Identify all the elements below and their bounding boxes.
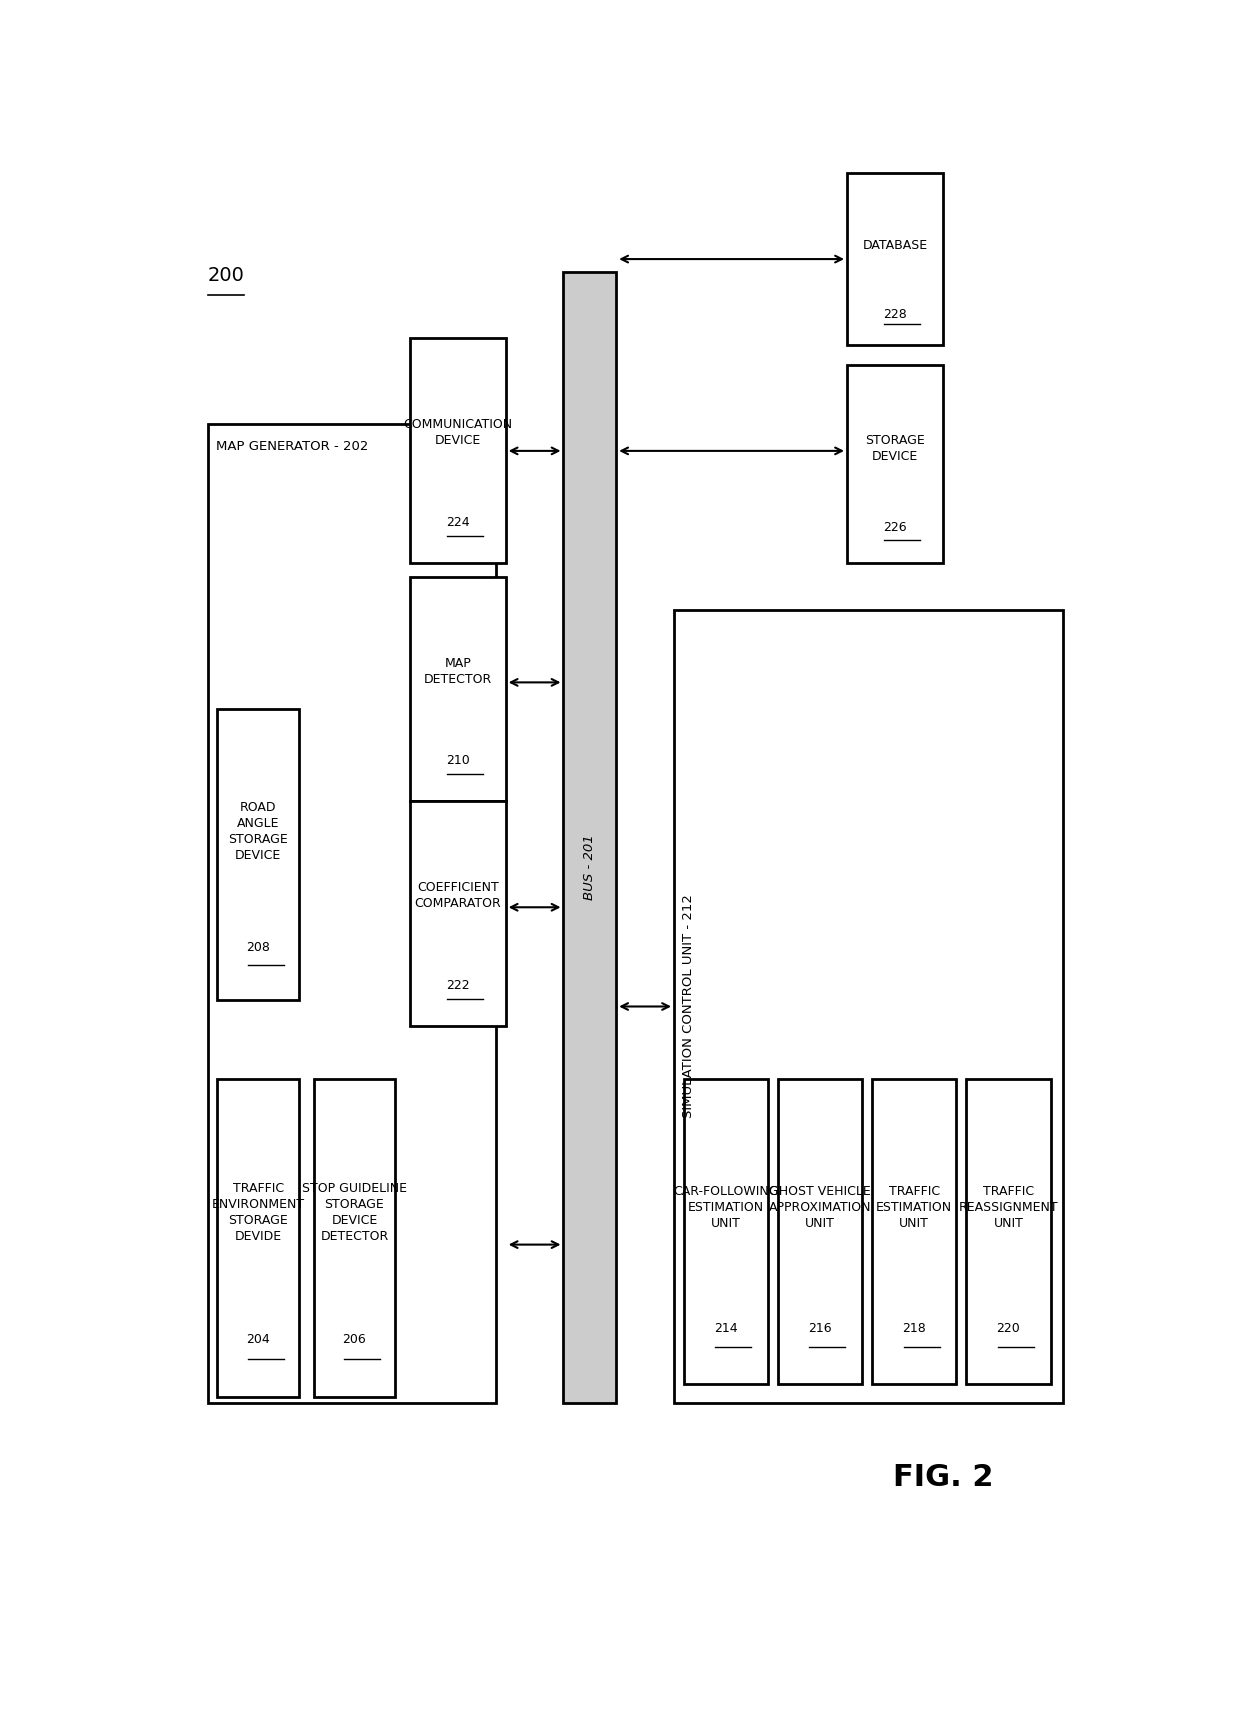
Text: 206: 206 [342, 1333, 366, 1347]
Text: CAR-FOLLOWING
ESTIMATION
UNIT: CAR-FOLLOWING ESTIMATION UNIT [673, 1184, 779, 1230]
Bar [409, 338, 506, 564]
Text: MAP
DETECTOR: MAP DETECTOR [424, 656, 492, 685]
Text: 216: 216 [808, 1323, 832, 1335]
Text: SIMULATION CONTROL UNIT - 212: SIMULATION CONTROL UNIT - 212 [682, 895, 694, 1118]
Text: TRAFFIC
ESTIMATION
UNIT: TRAFFIC ESTIMATION UNIT [877, 1184, 952, 1230]
Text: 208: 208 [247, 941, 270, 953]
Bar [683, 1079, 768, 1383]
Text: 210: 210 [446, 754, 470, 768]
Text: STOP GUIDELINE
STORAGE
DEVICE
DETECTOR: STOP GUIDELINE STORAGE DEVICE DETECTOR [301, 1182, 407, 1244]
Bar [847, 174, 942, 345]
Bar [847, 364, 942, 564]
Text: 224: 224 [446, 517, 470, 529]
Text: ROAD
ANGLE
STORAGE
DEVICE: ROAD ANGLE STORAGE DEVICE [228, 801, 288, 862]
Text: 200: 200 [208, 266, 244, 285]
Text: MAP GENERATOR - 202: MAP GENERATOR - 202 [216, 440, 368, 454]
Bar [314, 1079, 396, 1397]
Text: DATABASE: DATABASE [862, 239, 928, 253]
Text: COMMUNICATION
DEVICE: COMMUNICATION DEVICE [403, 419, 512, 447]
Text: STORAGE
DEVICE: STORAGE DEVICE [866, 433, 925, 462]
Bar [217, 710, 299, 1000]
Bar [563, 271, 616, 1404]
Text: TRAFFIC
REASSIGNMENT
UNIT: TRAFFIC REASSIGNMENT UNIT [959, 1184, 1058, 1230]
Text: FIG. 2: FIG. 2 [893, 1464, 993, 1491]
Text: 222: 222 [446, 979, 470, 993]
Text: 214: 214 [714, 1323, 738, 1335]
Bar [872, 1079, 956, 1383]
Text: 228: 228 [883, 308, 906, 321]
Bar [777, 1079, 862, 1383]
Bar [409, 577, 506, 801]
Text: COEFFICIENT
COMPARATOR: COEFFICIENT COMPARATOR [414, 881, 501, 911]
Bar [409, 801, 506, 1026]
Bar [966, 1079, 1050, 1383]
Text: BUS - 201: BUS - 201 [583, 835, 596, 900]
Text: 220: 220 [997, 1323, 1021, 1335]
Text: GHOST VEHICLE
APPROXIMATION
UNIT: GHOST VEHICLE APPROXIMATION UNIT [769, 1184, 872, 1230]
Text: TRAFFIC
ENVIRONMENT
STORAGE
DEVIDE: TRAFFIC ENVIRONMENT STORAGE DEVIDE [212, 1182, 305, 1244]
Bar [217, 1079, 299, 1397]
Bar [675, 610, 1063, 1404]
Text: 204: 204 [247, 1333, 270, 1347]
Text: 218: 218 [903, 1323, 926, 1335]
Text: 226: 226 [883, 521, 906, 534]
Bar [208, 424, 496, 1404]
